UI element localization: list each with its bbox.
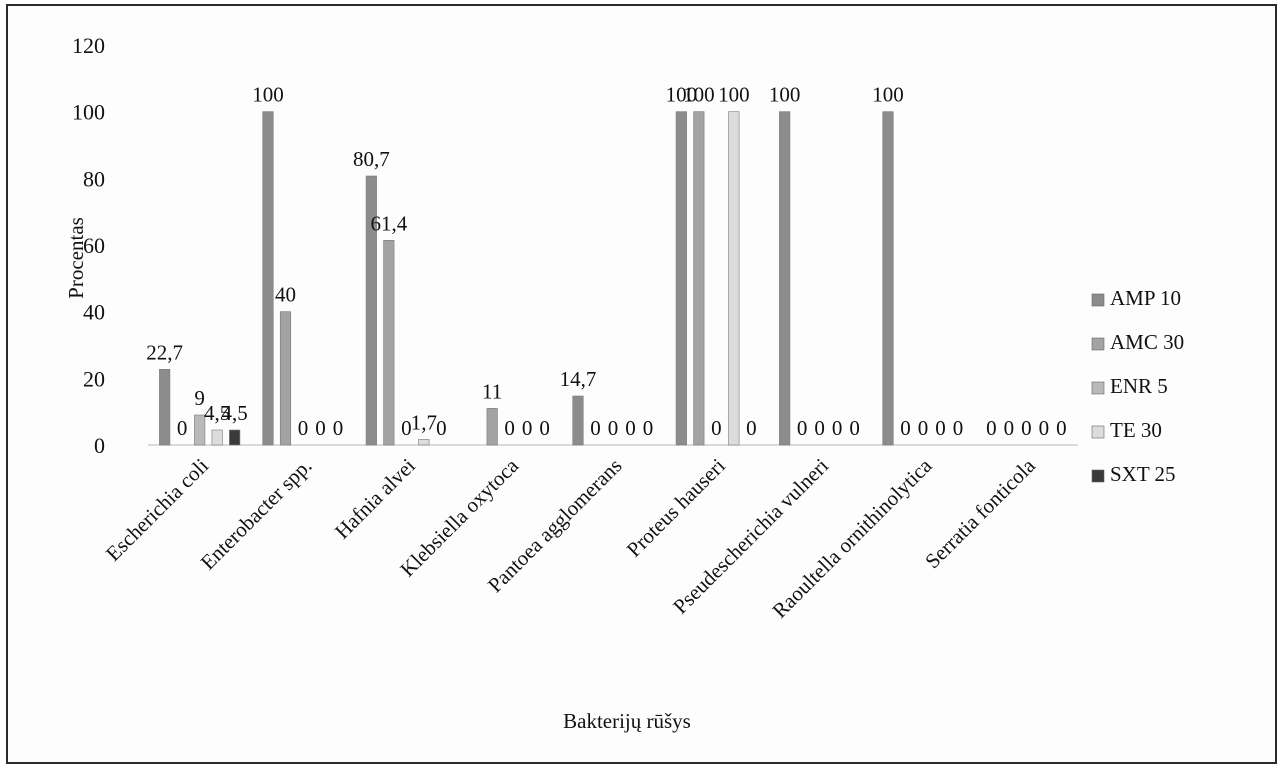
category-label: Serratia fonticola [920,453,1040,573]
data-label: 4,5 [204,401,230,425]
bar [383,240,395,446]
data-label: 0 [177,416,188,440]
data-label: 0 [814,416,825,440]
bar [693,111,705,446]
data-label: 100 [718,83,750,107]
y-tick-label: 80 [83,166,105,191]
legend-label: ENR 5 [1110,374,1168,398]
category-label: Hafnia alvei [330,453,420,543]
bar [486,408,498,446]
data-label: 0 [608,416,619,440]
data-label: 100 [252,83,284,107]
data-label: 0 [298,416,309,440]
data-label: 0 [953,416,964,440]
bar [365,175,377,446]
category-label: Escherichia coli [101,453,213,565]
bar [159,369,171,446]
data-label: 0 [1021,416,1032,440]
legend-label: SXT 25 [1110,462,1176,486]
bar [418,439,430,446]
y-tick-label: 100 [72,100,105,125]
legend-label: AMP 10 [1110,286,1181,310]
data-label: 0 [711,416,722,440]
data-label: 100 [683,83,715,107]
category-label: Proteus hauseri [622,453,730,561]
data-label: 0 [1004,416,1015,440]
bar [262,111,274,446]
bar [675,111,687,446]
bar [229,429,241,446]
data-label: 0 [1039,416,1050,440]
legend-label: AMC 30 [1110,330,1184,354]
data-label: 100 [666,83,698,107]
data-label: 0 [401,416,412,440]
bar [211,429,223,446]
data-label: 9 [194,386,205,410]
bar [194,414,206,446]
data-label: 0 [590,416,601,440]
data-label: 0 [918,416,929,440]
bar [882,111,894,446]
bar [572,395,584,446]
legend-label: TE 30 [1110,418,1162,442]
x-axis-title: Bakterijų rūšys [563,709,691,733]
y-tick-label: 120 [72,33,105,58]
data-label: 100 [872,83,904,107]
y-tick-label: 0 [94,433,105,458]
data-label: 0 [746,416,757,440]
legend-swatch [1091,381,1105,395]
y-tick-label: 60 [83,233,105,258]
y-tick-label: 20 [83,366,105,391]
data-label: 4,5 [222,401,248,425]
data-label: 0 [986,416,997,440]
data-label: 0 [539,416,550,440]
y-tick-label: 40 [83,300,105,325]
data-label: 0 [797,416,808,440]
bar [279,311,292,446]
data-label: 1,7 [411,410,437,434]
data-label: 40 [275,283,296,307]
data-label: 0 [333,416,344,440]
data-label: 0 [935,416,946,440]
legend-swatch [1091,469,1105,483]
data-label: 0 [504,416,515,440]
legend-swatch [1091,425,1105,439]
legend: AMP 10 AMC 30 ENR 5 TE 30 SXT 25 [1091,286,1184,486]
category-label: Enterobacter spp. [196,454,317,575]
data-label: 80,7 [353,147,390,171]
y-axis-title: Procentas [64,217,88,299]
data-label: 61,4 [370,211,407,235]
data-label: 0 [643,416,654,440]
data-label: 0 [849,416,860,440]
bar [779,111,791,446]
data-label: 100 [769,83,801,107]
legend-swatch [1091,337,1105,351]
bar [728,111,740,446]
data-label: 0 [436,416,447,440]
y-axis-ticks: 0 20 40 60 80 100 120 [72,33,105,458]
data-label: 0 [1056,416,1067,440]
data-label: 0 [625,416,636,440]
bars-group [159,111,894,446]
data-label: 11 [482,379,502,403]
data-label: 0 [315,416,326,440]
data-label: 14,7 [560,367,597,391]
data-label: 0 [522,416,533,440]
chart-frame [6,4,1277,764]
data-label: 0 [832,416,843,440]
legend-swatch [1091,293,1105,307]
data-label: 0 [900,416,911,440]
data-label: 22,7 [146,340,183,364]
